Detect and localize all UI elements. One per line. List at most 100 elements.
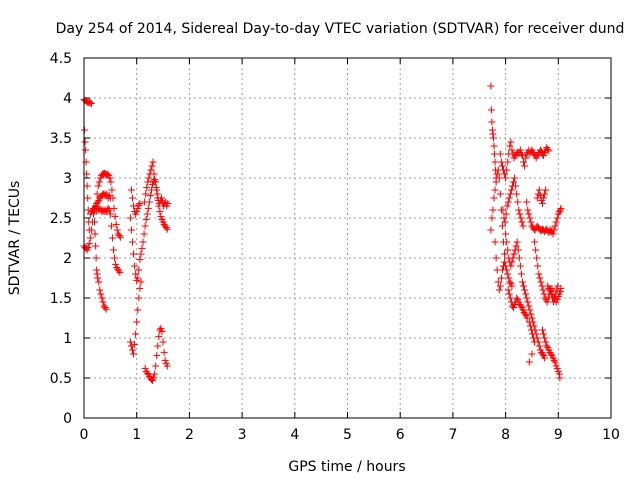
data-point-marker: [140, 230, 148, 238]
data-point-marker: [524, 206, 532, 214]
data-point-marker: [106, 174, 114, 182]
data-point-marker: [115, 232, 123, 240]
data-point-marker: [143, 184, 151, 192]
data-point-marker: [493, 170, 501, 178]
x-tick-label: 2: [185, 427, 194, 443]
data-point-marker: [127, 342, 135, 350]
data-point-marker: [497, 158, 505, 166]
data-point-marker: [505, 274, 513, 282]
chart-title: Day 254 of 2014, Sidereal Day-to-day VTE…: [56, 21, 625, 37]
data-point-marker: [535, 270, 543, 278]
data-point-marker: [87, 226, 95, 234]
data-point-marker: [487, 106, 495, 114]
data-point-marker: [130, 202, 138, 210]
data-point-marker: [127, 186, 135, 194]
data-point-marker: [526, 306, 534, 314]
data-point-marker: [133, 318, 141, 326]
x-tick-label: 1: [132, 427, 141, 443]
data-point-marker: [92, 242, 100, 250]
data-point-marker: [520, 158, 528, 166]
y-tick-labels: 0 0.5 1 1.5 2 2.5 3 3.5 4 4.5: [50, 51, 72, 427]
data-point-marker: [504, 286, 512, 294]
data-point-marker: [157, 212, 165, 220]
data-point-marker: [514, 246, 522, 254]
data-point-marker: [536, 274, 544, 282]
x-tick-label: 3: [238, 427, 247, 443]
x-tick-label: 0: [80, 427, 89, 443]
data-point-marker: [555, 208, 563, 216]
y-tick-label: 2.5: [50, 211, 72, 227]
data-point-marker: [499, 206, 507, 214]
data-point-marker: [505, 290, 513, 298]
data-point-marker: [543, 298, 551, 306]
data-point-marker: [113, 226, 121, 234]
data-point-marker: [498, 162, 506, 170]
data-point-marker: [130, 250, 138, 258]
data-point-marker: [102, 190, 110, 198]
data-point-marker: [503, 266, 511, 274]
x-tick-label: 7: [448, 427, 457, 443]
data-point-marker: [523, 198, 531, 206]
data-point-marker: [139, 238, 147, 246]
data-point-marker: [142, 216, 150, 224]
x-tick-label: 4: [290, 427, 299, 443]
data-point-marker: [135, 294, 143, 302]
x-tick-label: 10: [602, 427, 620, 443]
data-point-marker: [126, 214, 134, 222]
data-point-marker: [497, 274, 505, 282]
data-point-marker: [533, 254, 541, 262]
data-point-marker: [538, 350, 546, 358]
data-point-marker: [498, 222, 506, 230]
data-point-marker: [132, 270, 140, 278]
y-tick-label: 2: [63, 251, 72, 267]
data-point-marker: [545, 147, 553, 155]
data-point-marker: [101, 304, 109, 312]
data-point-marker: [83, 182, 91, 190]
data-point-marker: [539, 286, 547, 294]
data-point-marker: [519, 222, 527, 230]
data-point-marker: [82, 146, 90, 154]
data-point-marker: [504, 246, 512, 254]
data-point-marker: [152, 184, 160, 192]
data-point-marker: [489, 134, 497, 142]
data-point-marker: [92, 254, 100, 262]
data-point-marker: [135, 266, 143, 274]
data-point-marker: [516, 210, 524, 218]
data-point-marker: [540, 330, 548, 338]
data-point-marker: [495, 174, 503, 182]
data-point-marker: [538, 200, 546, 208]
data-point-marker: [93, 266, 101, 274]
data-point-marker: [81, 138, 89, 146]
data-point-marker: [110, 204, 118, 212]
data-point-marker: [540, 152, 548, 160]
y-tick-label: 4.5: [50, 51, 72, 67]
grid-lines: [84, 58, 611, 418]
data-point-marker: [542, 338, 550, 346]
data-point-marker: [135, 201, 143, 209]
data-point-marker: [512, 242, 520, 250]
data-point-marker: [512, 182, 520, 190]
data-point-marker: [492, 254, 500, 262]
data-point-marker: [132, 330, 140, 338]
data-point-marker: [111, 254, 119, 262]
data-point-marker: [503, 166, 511, 174]
data-point-marker: [538, 326, 546, 334]
data-point-marker: [157, 194, 165, 202]
x-tick-label: 6: [396, 427, 405, 443]
data-point-marker: [508, 258, 516, 266]
data-point-marker: [128, 346, 136, 354]
data-point-marker: [494, 278, 502, 286]
data-point-marker: [93, 190, 101, 198]
data-point-marker: [95, 178, 103, 186]
data-point-marker: [159, 338, 167, 346]
data-point-marker: [550, 356, 558, 364]
data-point-marker: [142, 190, 150, 198]
data-point-marker: [518, 218, 526, 226]
data-point-marker: [495, 286, 503, 294]
data-point-marker: [541, 354, 549, 362]
data-point-marker: [517, 270, 525, 278]
data-point-marker: [521, 162, 529, 170]
data-point-marker: [127, 226, 135, 234]
data-point-marker: [131, 340, 139, 348]
